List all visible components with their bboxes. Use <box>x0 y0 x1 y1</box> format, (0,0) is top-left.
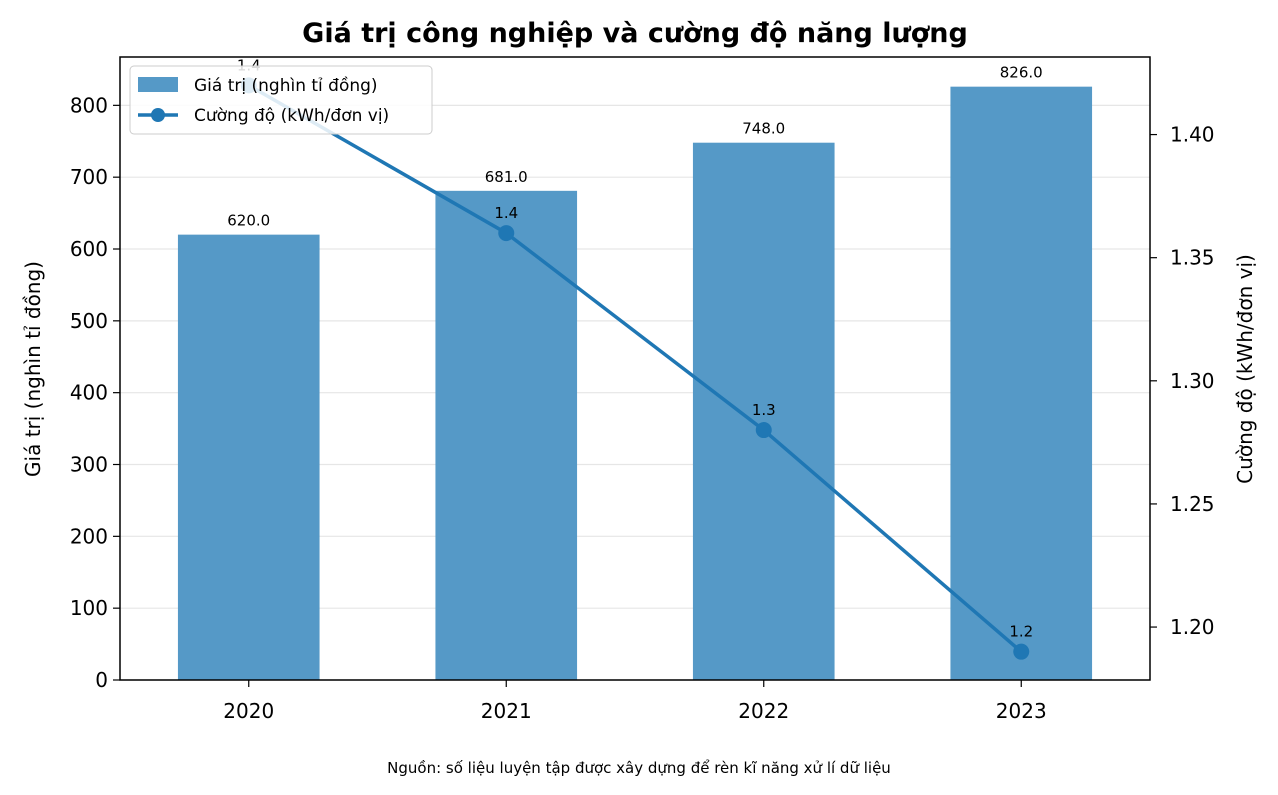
y-tick-label: 300 <box>70 453 108 477</box>
y2-axis-label: Cường độ (kWh/đơn vị) <box>1233 254 1257 484</box>
line-value-label: 1.2 <box>1009 623 1033 641</box>
bar-value-label: 826.0 <box>1000 64 1043 82</box>
y-tick-label: 100 <box>70 596 108 620</box>
y2-tick-label: 1.25 <box>1170 492 1215 516</box>
bar-series <box>177 86 1093 680</box>
bar-value-label: 748.0 <box>742 120 785 138</box>
bar-value-label: 620.0 <box>227 212 270 230</box>
bar <box>435 190 578 680</box>
bar <box>692 142 835 680</box>
chart-title: Giá trị công nghiệp và cường độ năng lượ… <box>302 18 968 49</box>
x-tick-label: 2021 <box>481 699 532 723</box>
y2-tick-label: 1.30 <box>1170 369 1215 393</box>
intensity-point <box>1013 643 1030 660</box>
legend: Giá trị (nghìn tỉ đồng) Cường độ (kWh/đơ… <box>129 65 433 135</box>
line-value-label: 1.4 <box>494 204 518 222</box>
plot-frame <box>119 56 1151 681</box>
y2-tick-label: 1.20 <box>1170 615 1215 639</box>
legend-line-label: Cường độ (kWh/đơn vị) <box>194 106 389 126</box>
y-tick-label: 500 <box>70 309 108 333</box>
y2-tick-label: 1.40 <box>1170 123 1215 147</box>
bar <box>177 234 320 680</box>
bar-value-label: 681.0 <box>485 168 528 186</box>
chart-caption: Nguồn: số liệu luyện tập được xây dựng đ… <box>387 759 891 777</box>
y-tick-label: 700 <box>70 165 108 189</box>
line-value-label: 1.3 <box>752 401 776 419</box>
legend-bar-label: Giá trị (nghìn tỉ đồng) <box>194 75 378 96</box>
legend-bar-swatch <box>138 77 178 92</box>
intensity-line <box>247 83 1023 654</box>
bar <box>950 86 1093 680</box>
x-tick-label: 2022 <box>738 699 789 723</box>
y2-tick-label: 1.35 <box>1170 246 1215 270</box>
x-tick-label: 2020 <box>223 699 274 723</box>
y-tick-label: 600 <box>70 237 108 261</box>
line-series <box>240 77 1030 660</box>
right-axis-ticks: 1.20 1.25 1.30 1.35 1.40 <box>1150 123 1215 639</box>
y-tick-label: 200 <box>70 524 108 548</box>
y-tick-label: 400 <box>70 381 108 405</box>
plot-border <box>119 56 1151 681</box>
intensity-point <box>755 422 772 439</box>
x-axis-ticks: 2020 2021 2022 2023 <box>223 680 1047 723</box>
legend-line-marker <box>151 108 165 122</box>
y-axis-label: Giá trị (nghìn tỉ đồng) <box>21 261 45 477</box>
left-axis-ticks: 0 100 200 300 400 500 600 700 800 <box>70 93 120 692</box>
intensity-point <box>498 225 515 242</box>
legend-box <box>129 65 433 135</box>
x-tick-label: 2023 <box>996 699 1047 723</box>
y-tick-label: 0 <box>95 668 108 692</box>
y-tick-label: 800 <box>70 93 108 117</box>
